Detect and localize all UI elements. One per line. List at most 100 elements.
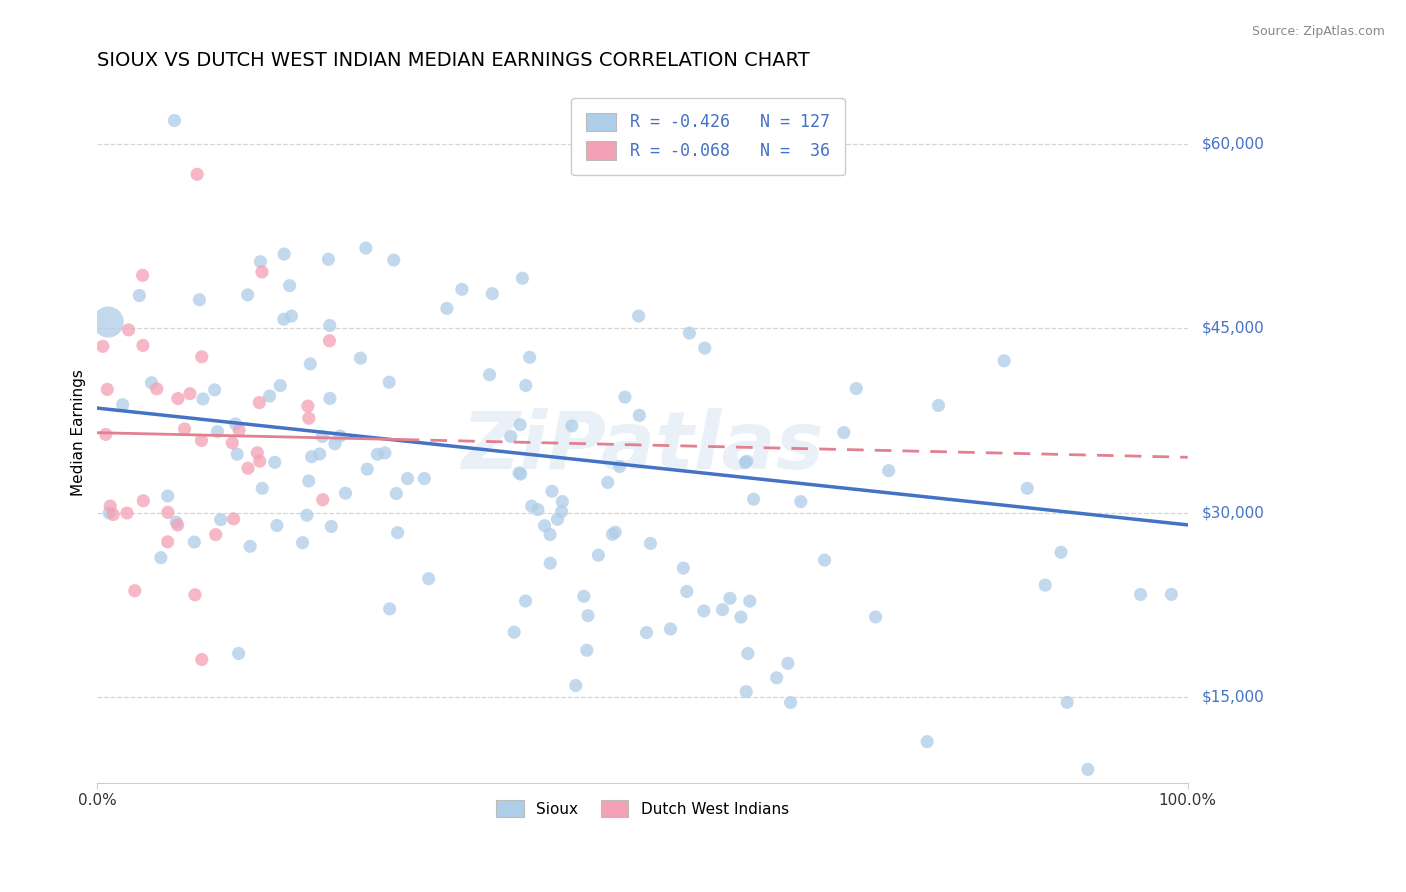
Point [96,383,118,397]
Point [247,395,270,409]
Point [588,548,610,562]
Text: Source: ZipAtlas.com: Source: ZipAtlas.com [1251,25,1385,38]
Point [765,671,787,685]
Point [269,378,291,392]
Point [356,462,378,476]
Point [204,383,226,397]
Point [512,271,534,285]
Point [329,429,352,443]
Point [124,583,146,598]
Point [509,417,531,432]
Point [387,525,409,540]
Point [221,435,243,450]
Point [311,429,333,443]
Point [319,392,342,406]
Point [508,466,530,480]
Point [413,471,436,485]
Point [156,505,179,519]
Point [209,513,232,527]
Point [149,550,172,565]
Point [163,113,186,128]
Point [266,518,288,533]
Point [252,481,274,495]
Point [718,591,741,606]
Point [436,301,458,316]
Point [179,386,201,401]
Point [156,489,179,503]
Point [659,622,682,636]
Point [1056,695,1078,709]
Point [547,512,569,526]
Point [191,392,214,406]
Point [280,309,302,323]
Point [319,318,342,333]
Point [191,350,214,364]
Point [627,309,650,323]
Text: $30,000: $30,000 [1202,505,1264,520]
Point [228,647,250,661]
Point [693,604,716,618]
Point [520,499,543,513]
Point [298,474,321,488]
Point [640,536,662,550]
Point [186,167,208,181]
Point [515,594,537,608]
Point [613,390,636,404]
Point [188,293,211,307]
Point [366,447,388,461]
Point [385,486,408,500]
Point [349,351,371,365]
Y-axis label: Median Earnings: Median Earnings [72,369,86,496]
Point [191,652,214,666]
Point [742,492,765,507]
Point [561,418,583,433]
Point [576,608,599,623]
Point [538,556,561,570]
Point [737,647,759,661]
Point [927,399,949,413]
Point [335,486,357,500]
Point [250,265,273,279]
Text: SIOUX VS DUTCH WEST INDIAN MEDIAN EARNINGS CORRELATION CHART: SIOUX VS DUTCH WEST INDIAN MEDIAN EARNIN… [97,51,810,70]
Point [396,472,419,486]
Point [382,253,405,268]
Point [527,502,550,516]
Point [693,341,716,355]
Point [298,411,321,425]
Point [628,409,651,423]
Point [1017,481,1039,495]
Point [98,506,121,520]
Point [499,429,522,443]
Point [111,398,134,412]
Point [190,434,212,448]
Point [263,455,285,469]
Point [790,494,813,508]
Point [605,525,627,540]
Point [877,464,900,478]
Point [145,382,167,396]
Point [915,734,938,748]
Point [228,423,250,437]
Point [207,425,229,439]
Text: $15,000: $15,000 [1202,690,1264,705]
Point [249,254,271,268]
Point [173,422,195,436]
Text: ZiPatlas: ZiPatlas [461,408,824,486]
Legend: Sioux, Dutch West Indians: Sioux, Dutch West Indians [489,792,796,824]
Point [735,684,758,698]
Point [184,588,207,602]
Point [165,515,187,529]
Point [378,375,401,389]
Point [132,338,155,352]
Point [564,678,586,692]
Point [730,610,752,624]
Point [91,339,114,353]
Point [735,454,758,468]
Point [596,475,619,490]
Point [97,315,120,329]
Point [1050,545,1073,559]
Point [738,594,761,608]
Point [1160,587,1182,601]
Point [94,427,117,442]
Point [378,602,401,616]
